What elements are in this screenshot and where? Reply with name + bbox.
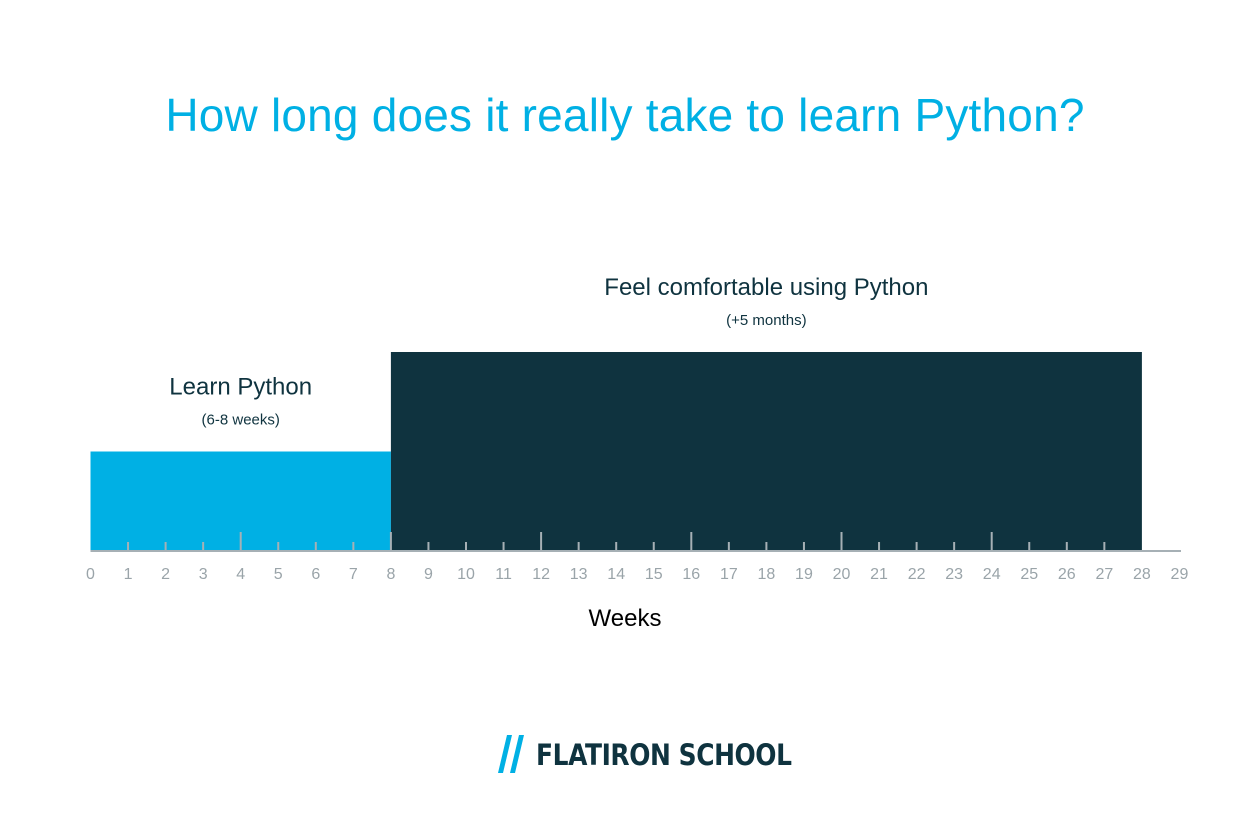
bar-labels-group: Learn Python (6-8 weeks) Feel comfortable … <box>169 274 928 429</box>
x-tick-label: 20 <box>833 566 851 583</box>
x-tick-label: 6 <box>311 566 320 583</box>
double-slash-icon <box>498 735 524 773</box>
x-tick-label: 29 <box>1171 566 1189 583</box>
x-tick-label: 21 <box>870 566 888 583</box>
x-tick-label: 9 <box>424 566 433 583</box>
x-axis-label: Weeks <box>589 605 662 632</box>
chart-title: How long does it really take to learn Py… <box>165 89 1085 141</box>
x-tick-label: 19 <box>795 566 813 583</box>
x-tick-label: 14 <box>607 566 625 583</box>
bar-1 <box>390 352 1142 551</box>
logo-text: FLATIRON SCHOOL <box>536 738 792 772</box>
x-tick-label: 2 <box>161 566 170 583</box>
x-tick-label: 3 <box>199 566 208 583</box>
x-tick-labels: 0 1 2 3 4 5 6 7 8 9 10 11 12 13 14 15 16 17 18 19 20 21 22 23 24… <box>86 566 1188 583</box>
x-tick-label: 0 <box>86 566 95 583</box>
x-tick-label: 28 <box>1133 566 1151 583</box>
flatiron-school-logo: FLATIRON SCHOOL <box>0 735 1250 775</box>
x-tick-label: 15 <box>645 566 663 583</box>
x-tick-label: 25 <box>1020 566 1038 583</box>
bar-annotation-0: (6-8 weeks) <box>202 412 280 429</box>
x-tick-label: 4 <box>236 566 245 583</box>
x-tick-label: 12 <box>532 566 550 583</box>
x-tick-label: 22 <box>908 566 926 583</box>
x-tick-label: 10 <box>457 566 475 583</box>
x-tick-label: 26 <box>1058 566 1076 583</box>
x-tick-label: 1 <box>124 566 133 583</box>
x-tick-label: 17 <box>720 566 738 583</box>
x-tick-label: 7 <box>349 566 358 583</box>
x-tick-label: 5 <box>274 566 283 583</box>
x-axis <box>90 532 1181 552</box>
bar-annotation-1: (+5 months) <box>726 312 806 329</box>
x-tick-label: 24 <box>983 566 1001 583</box>
x-tick-label: 11 <box>495 566 512 583</box>
bar-label-0: Learn Python <box>169 374 312 401</box>
bars-group <box>90 352 1142 551</box>
x-tick-label: 18 <box>758 566 776 583</box>
x-tick-label: 13 <box>570 566 588 583</box>
x-tick-label: 27 <box>1095 566 1113 583</box>
x-tick-label: 23 <box>945 566 963 583</box>
x-tick-label: 16 <box>682 566 700 583</box>
x-tick-label: 8 <box>386 566 395 583</box>
bar-label-1: Feel comfortable using Python <box>604 274 928 301</box>
timeline-chart: Learn Python (6-8 weeks) Feel comfortable … <box>86 274 1188 632</box>
